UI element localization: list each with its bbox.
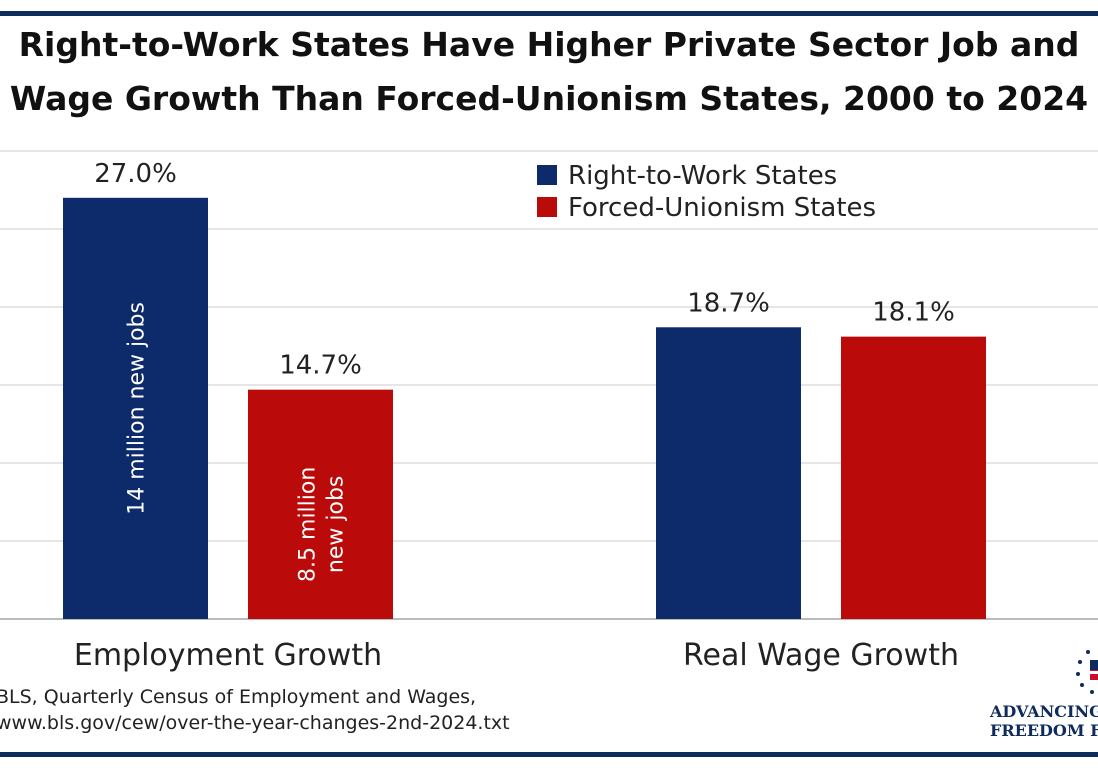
data-label: 18.1% [872,298,955,328]
bar [656,327,801,619]
bar [63,197,208,620]
bar-annotation: 14 million new jobs [125,302,150,515]
bar [841,336,986,619]
source-line-1: BLS, Quarterly Census of Employment and … [0,686,477,708]
data-label: 27.0% [94,159,177,189]
bottom-rule [0,752,1098,757]
logo-text: ADVANCING FREEDOM F [990,702,1098,740]
top-rule [0,11,1098,16]
source-line-2: www.bls.gov/cew/over-the-year-changes-2n… [0,712,510,734]
legend-label: Right-to-Work States [568,161,837,191]
legend-label: Forced-Unionism States [568,193,876,223]
data-label: 18.7% [687,288,770,318]
category-label: Real Wage Growth [683,638,959,673]
bar-annotation: 8.5 million new jobs [296,467,349,582]
legend-swatch [537,165,557,185]
bar [248,389,393,619]
source-note: BLS, Quarterly Census of Employment and … [0,684,510,736]
category-label: Employment Growth [74,638,382,673]
chart-title: Right-to-Work States Have Higher Private… [0,18,1098,126]
legend-swatch [537,197,557,217]
data-label: 14.7% [279,351,362,381]
title-line-2: Wage Growth Than Forced-Unionism States,… [9,79,1089,118]
title-line-1: Right-to-Work States Have Higher Private… [18,25,1080,64]
us-flag-stars-icon [1076,650,1098,694]
